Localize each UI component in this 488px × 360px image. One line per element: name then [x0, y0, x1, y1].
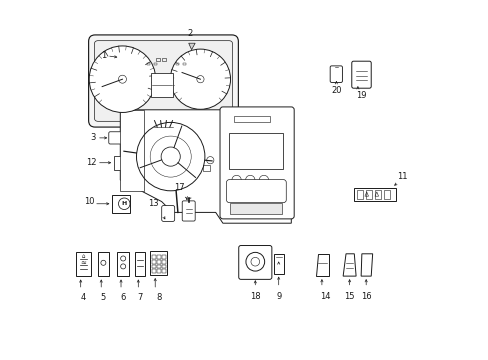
FancyBboxPatch shape [94, 41, 232, 121]
Text: 12: 12 [86, 158, 97, 167]
Bar [147, 63, 150, 65]
Bar [135, 252, 144, 276]
Bar [112, 195, 130, 213]
Bar [155, 58, 159, 61]
FancyBboxPatch shape [88, 35, 238, 127]
Circle shape [118, 75, 126, 83]
Circle shape [197, 76, 203, 83]
Text: 11: 11 [397, 172, 407, 181]
Bar [157, 269, 160, 273]
Bar [353, 188, 395, 201]
Circle shape [161, 147, 180, 166]
Text: 20: 20 [330, 86, 341, 95]
Bar [98, 252, 109, 276]
Bar [183, 63, 186, 65]
Bar [150, 251, 167, 275]
Bar [273, 254, 283, 274]
Text: 6: 6 [120, 293, 125, 302]
Bar [120, 110, 143, 191]
Bar [152, 255, 155, 259]
Text: 14: 14 [320, 292, 330, 301]
Text: 17: 17 [174, 183, 185, 192]
Bar [154, 63, 157, 65]
Circle shape [89, 46, 155, 112]
FancyBboxPatch shape [238, 246, 271, 279]
Bar [151, 73, 173, 97]
Bar [383, 190, 390, 199]
Text: 2: 2 [187, 29, 193, 38]
Text: 9: 9 [276, 292, 281, 301]
Bar [162, 255, 165, 259]
Text: ≈: ≈ [81, 260, 86, 266]
Bar [229, 133, 283, 169]
Polygon shape [361, 254, 372, 276]
Bar [203, 165, 209, 171]
Bar [162, 58, 166, 61]
Bar [152, 260, 155, 264]
Bar [374, 190, 381, 199]
Circle shape [170, 49, 230, 109]
Bar [152, 265, 155, 268]
Text: 13: 13 [148, 198, 159, 207]
FancyBboxPatch shape [182, 201, 195, 221]
Text: 1: 1 [101, 51, 106, 60]
Bar [157, 260, 160, 264]
Bar [162, 269, 165, 273]
Bar [157, 255, 160, 259]
FancyBboxPatch shape [351, 61, 370, 88]
FancyBboxPatch shape [226, 180, 285, 203]
Text: 7: 7 [137, 293, 142, 302]
Bar [162, 260, 165, 264]
Text: ⌂: ⌂ [81, 254, 85, 259]
Text: 10: 10 [83, 197, 94, 207]
Bar [152, 269, 155, 273]
FancyBboxPatch shape [220, 107, 294, 219]
Text: 15: 15 [344, 292, 354, 301]
Text: 5: 5 [101, 293, 106, 302]
Bar [356, 190, 363, 199]
Text: 3: 3 [90, 133, 95, 142]
FancyBboxPatch shape [162, 206, 174, 221]
Bar [114, 156, 121, 170]
Text: 19: 19 [356, 91, 366, 100]
Text: 8: 8 [156, 293, 161, 302]
Text: 4: 4 [81, 293, 86, 302]
Polygon shape [120, 110, 291, 223]
FancyBboxPatch shape [108, 132, 124, 144]
Bar [117, 252, 129, 276]
Polygon shape [188, 43, 195, 50]
Bar [230, 203, 282, 214]
FancyBboxPatch shape [329, 66, 342, 82]
Bar [76, 252, 91, 276]
Polygon shape [343, 254, 355, 276]
Bar [157, 265, 160, 268]
Bar [233, 116, 269, 122]
Bar [365, 190, 372, 199]
Bar [162, 265, 165, 268]
Polygon shape [316, 254, 328, 276]
Text: 18: 18 [249, 292, 260, 301]
Bar [176, 63, 179, 65]
Text: 16: 16 [360, 292, 371, 301]
Text: H: H [122, 201, 126, 206]
